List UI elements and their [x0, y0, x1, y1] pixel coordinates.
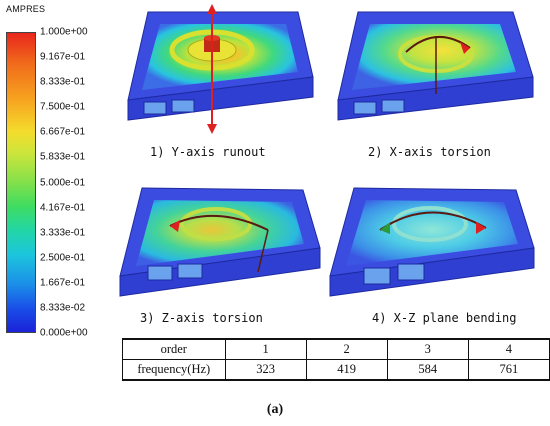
mode-shape-1-render — [127, 4, 314, 134]
panel-1-caption: 1) Y-axis runout — [150, 145, 266, 159]
mode-shape-panel-4 — [318, 180, 543, 310]
table-cell: 3 — [386, 338, 469, 360]
frequency-table: order 1 2 3 4 frequency(Hz) 323 419 584 … — [122, 338, 550, 381]
table-cell: 2 — [305, 338, 388, 360]
table-cell: 323 — [224, 359, 307, 381]
tick-label: 8.333e-01 — [40, 76, 86, 88]
tick-label: 7.500e-01 — [40, 101, 86, 113]
tick-label: 1.000e+00 — [40, 26, 88, 38]
mode-shape-panel-2 — [318, 2, 543, 142]
table-cell: 4 — [467, 338, 550, 360]
table-row: order 1 2 3 4 — [122, 338, 550, 360]
tick-label: 0.000e+00 — [40, 327, 88, 339]
color-scale-bar — [6, 32, 36, 333]
tick-label: 2.500e-01 — [40, 252, 86, 264]
table-row: frequency(Hz) 323 419 584 761 — [122, 359, 550, 381]
panel-4-caption: 4) X-Z plane bending — [372, 311, 517, 325]
panel-3-caption: 3) Z-axis torsion — [140, 311, 263, 325]
table-cell: 419 — [305, 359, 388, 381]
table-cell: 1 — [224, 338, 307, 360]
tick-label: 3.333e-01 — [40, 227, 86, 239]
legend-title: AMPRES — [6, 4, 46, 14]
panel-2-caption: 2) X-axis torsion — [368, 145, 491, 159]
mode-shape-4-render — [329, 187, 535, 297]
tick-label: 8.333e-02 — [40, 302, 86, 314]
tick-label: 5.833e-01 — [40, 151, 86, 163]
table-header-cell: order — [122, 338, 226, 360]
tick-label: 1.667e-01 — [40, 277, 86, 289]
table-cell: 584 — [386, 359, 469, 381]
tick-label: 4.167e-01 — [40, 202, 86, 214]
mode-shape-panel-3 — [108, 180, 323, 310]
figure-label: (a) — [266, 402, 284, 417]
mode-shape-panel-1 — [108, 2, 318, 142]
tick-label: 9.167e-01 — [40, 51, 86, 63]
tick-label: 5.000e-01 — [40, 177, 86, 188]
table-cell: 761 — [467, 359, 550, 381]
color-scale-ticks: 1.000e+00 9.167e-01 8.333e-01 7.500e-01 … — [38, 27, 108, 339]
table-header-cell: frequency(Hz) — [122, 359, 226, 381]
tick-label: 6.667e-01 — [40, 126, 86, 138]
mode-shape-3-render — [119, 187, 321, 297]
mode-shape-2-render — [337, 11, 534, 121]
